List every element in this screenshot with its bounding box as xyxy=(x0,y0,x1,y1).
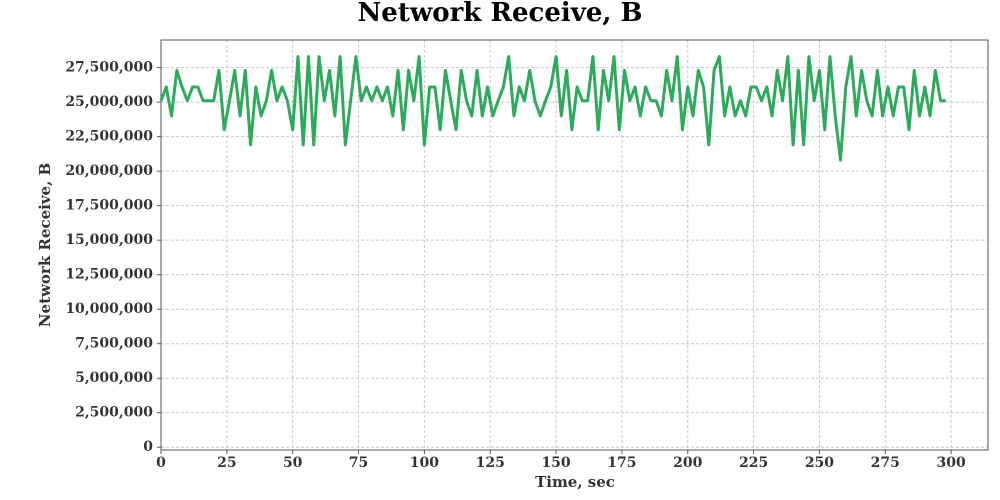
y-tick-label: 7,500,000 xyxy=(75,336,153,352)
x-tick-label: 225 xyxy=(739,455,768,471)
x-tick-label: 100 xyxy=(410,455,439,471)
y-axis-label: Network Receive, B xyxy=(36,163,54,327)
data-line xyxy=(159,55,946,162)
y-tick-label: 12,500,000 xyxy=(65,267,153,283)
x-axis-label: Time, sec xyxy=(535,473,615,491)
x-tick-label: 300 xyxy=(937,455,966,471)
y-tick-label: 15,000,000 xyxy=(65,232,153,248)
x-tick-label: 25 xyxy=(217,455,236,471)
x-tick-label: 200 xyxy=(673,455,702,471)
x-tick-label: 275 xyxy=(871,455,900,471)
y-tick-label: 27,500,000 xyxy=(65,60,153,76)
chart-title: Network Receive, B xyxy=(358,0,643,28)
plot-border xyxy=(160,39,989,451)
y-tick-label: 10,000,000 xyxy=(65,301,153,317)
x-tick-label: 50 xyxy=(283,455,303,471)
x-tick-label: 125 xyxy=(476,455,505,471)
x-tick-label: 75 xyxy=(349,455,368,471)
y-tick-label: 17,500,000 xyxy=(65,198,153,214)
y-tick-label: 5,000,000 xyxy=(75,370,153,386)
x-tick-label: 0 xyxy=(156,455,166,471)
y-tick-label: 25,000,000 xyxy=(65,94,153,110)
x-tick-label: 250 xyxy=(805,455,834,471)
x-tick-label: 150 xyxy=(541,455,570,471)
y-tick-label: 0 xyxy=(143,439,153,455)
x-tick-label: 175 xyxy=(607,455,636,471)
y-tick-label: 2,500,000 xyxy=(75,405,153,421)
y-tick-label: 20,000,000 xyxy=(65,163,153,179)
y-tick-label: 22,500,000 xyxy=(65,129,153,145)
